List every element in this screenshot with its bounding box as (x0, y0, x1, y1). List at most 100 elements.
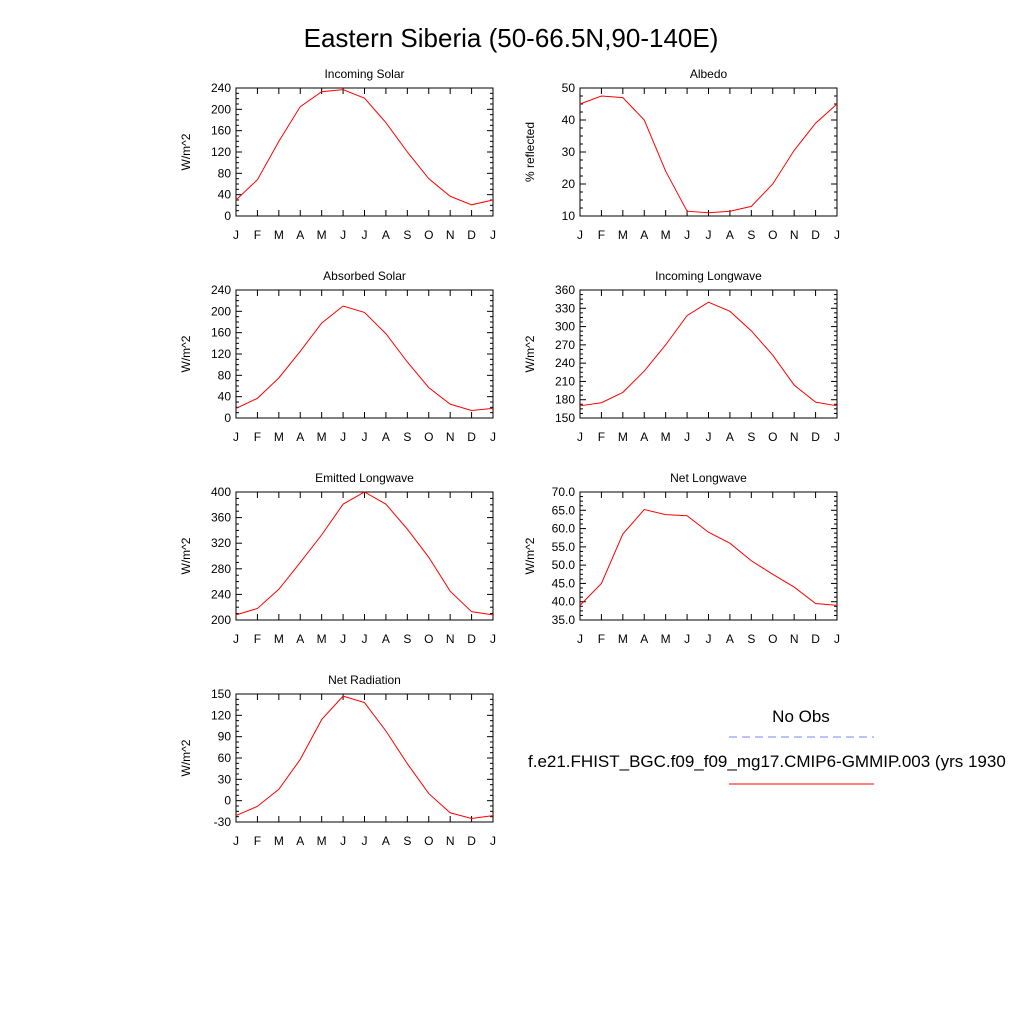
net-radiation-xtick-label: S (403, 834, 411, 848)
incoming-longwave-xtick-label: J (706, 430, 712, 444)
legend-obs-label: No Obs (772, 707, 830, 726)
net-radiation-xtick-label: N (446, 834, 455, 848)
net-longwave-ytick-label: 55.0 (552, 540, 576, 554)
incoming-longwave-ylabel: W/m^2 (523, 335, 537, 372)
absorbed-solar-title: Absorbed Solar (323, 269, 406, 283)
net-radiation-xtick-label: O (424, 834, 433, 848)
incoming-solar-xtick-label: J (362, 228, 368, 242)
albedo-ytick-label: 50 (562, 81, 576, 95)
albedo-ytick-label: 30 (562, 145, 576, 159)
incoming-longwave-ytick-label: 270 (555, 338, 575, 352)
absorbed-solar-xtick-label: O (424, 430, 433, 444)
net-longwave-xtick-label: M (661, 632, 671, 646)
net-radiation-ytick-label: 0 (224, 794, 231, 808)
absorbed-solar-xtick-label: A (296, 430, 304, 444)
net-radiation-xtick-label: A (382, 834, 390, 848)
net-radiation-xtick-label: D (467, 834, 476, 848)
net-longwave-xtick-label: J (577, 632, 583, 646)
absorbed-solar-xtick-label: J (490, 430, 496, 444)
net-longwave-panel: Net Longwave W/m^2 35.0 40.0 45.0 50.0 55.0 60.… (523, 471, 840, 646)
net-radiation-xtick-label: M (317, 834, 327, 848)
emitted-longwave-xtick-label: J (233, 632, 239, 646)
net-longwave-ytick-label: 35.0 (552, 613, 576, 627)
incoming-longwave-series-line (579, 301, 838, 407)
albedo-plot-frame (579, 87, 838, 217)
incoming-longwave-ytick-label: 210 (555, 374, 575, 388)
absorbed-solar-xtick-label: M (274, 430, 284, 444)
absorbed-solar-ytick-label: 160 (211, 326, 231, 340)
albedo-xtick-label: M (661, 228, 671, 242)
incoming-solar-ytick-label: 40 (218, 188, 232, 202)
absorbed-solar-xtick-label: M (317, 430, 327, 444)
figure-title: Eastern Siberia (50-66.5N,90-140E) (304, 23, 719, 53)
incoming-longwave-panel: Incoming Longwave W/m^2 150 180 210 240 270 300… (523, 269, 840, 444)
incoming-longwave-ytick-label: 330 (555, 301, 575, 315)
incoming-solar-ytick-label: 80 (218, 166, 232, 180)
net-longwave-title: Net Longwave (670, 471, 747, 485)
absorbed-solar-xtick-label: J (340, 430, 346, 444)
emitted-longwave-xtick-label: A (382, 632, 390, 646)
incoming-longwave-xtick-label: O (768, 430, 777, 444)
net-radiation-xtick-label: J (233, 834, 239, 848)
absorbed-solar-ytick-label: 240 (211, 283, 231, 297)
net-longwave-xtick-label: J (684, 632, 690, 646)
incoming-solar-xtick-label: J (340, 228, 346, 242)
net-longwave-xtick-label: O (768, 632, 777, 646)
absorbed-solar-xtick-label: J (362, 430, 368, 444)
net-radiation-ytick-label: 90 (218, 730, 232, 744)
net-longwave-xtick-label: D (811, 632, 820, 646)
net-longwave-xtick-label: A (726, 632, 734, 646)
incoming-solar-xtick-label: O (424, 228, 433, 242)
albedo-xtick-label: M (618, 228, 628, 242)
emitted-longwave-series-line (235, 491, 494, 616)
absorbed-solar-xtick-label: N (446, 430, 455, 444)
incoming-solar-xtick-label: A (382, 228, 390, 242)
incoming-longwave-xtick-label: A (640, 430, 648, 444)
absorbed-solar-xtick-label: D (467, 430, 476, 444)
albedo-title: Albedo (690, 67, 728, 81)
net-radiation-ytick-label: 150 (211, 687, 231, 701)
incoming-solar-xtick-label: S (403, 228, 411, 242)
net-radiation-ytick-label: 60 (218, 751, 232, 765)
incoming-solar-xtick-label: D (467, 228, 476, 242)
incoming-longwave-xtick-label: F (598, 430, 605, 444)
net-longwave-ytick-label: 60.0 (552, 522, 576, 536)
net-longwave-ytick-label: 45.0 (552, 576, 576, 590)
albedo-xtick-label: S (747, 228, 755, 242)
absorbed-solar-ytick-label: 200 (211, 304, 231, 318)
emitted-longwave-xtick-label: O (424, 632, 433, 646)
incoming-longwave-xtick-label: N (790, 430, 799, 444)
albedo-xtick-label: J (577, 228, 583, 242)
emitted-longwave-panel: Emitted Longwave W/m^2 200 240 280 320 360 400 J… (179, 471, 496, 646)
net-radiation-ytick-label: 120 (211, 708, 231, 722)
net-longwave-ytick-label: 70.0 (552, 485, 576, 499)
incoming-solar-ytick-label: 160 (211, 124, 231, 138)
incoming-longwave-ytick-label: 240 (555, 356, 575, 370)
absorbed-solar-ytick-label: 80 (218, 368, 232, 382)
emitted-longwave-ytick-label: 200 (211, 613, 231, 627)
incoming-solar-xtick-label: M (274, 228, 284, 242)
albedo-xtick-label: F (598, 228, 605, 242)
absorbed-solar-xtick-label: A (382, 430, 390, 444)
incoming-longwave-title: Incoming Longwave (655, 269, 762, 283)
net-radiation-xtick-label: J (340, 834, 346, 848)
net-longwave-xtick-label: S (747, 632, 755, 646)
emitted-longwave-ylabel: W/m^2 (179, 537, 193, 574)
incoming-longwave-xtick-label: D (811, 430, 820, 444)
incoming-longwave-plot-frame (579, 289, 838, 419)
emitted-longwave-ytick-label: 360 (211, 511, 231, 525)
incoming-solar-ytick-label: 200 (211, 102, 231, 116)
albedo-series-line (579, 95, 838, 214)
albedo-ytick-label: 10 (562, 209, 576, 223)
incoming-solar-ytick-label: 0 (224, 209, 231, 223)
albedo-xtick-label: J (706, 228, 712, 242)
incoming-solar-xtick-label: A (296, 228, 304, 242)
incoming-longwave-ytick-label: 150 (555, 411, 575, 425)
net-radiation-xtick-label: A (296, 834, 304, 848)
absorbed-solar-plot-frame (235, 289, 494, 419)
incoming-longwave-xtick-label: J (577, 430, 583, 444)
